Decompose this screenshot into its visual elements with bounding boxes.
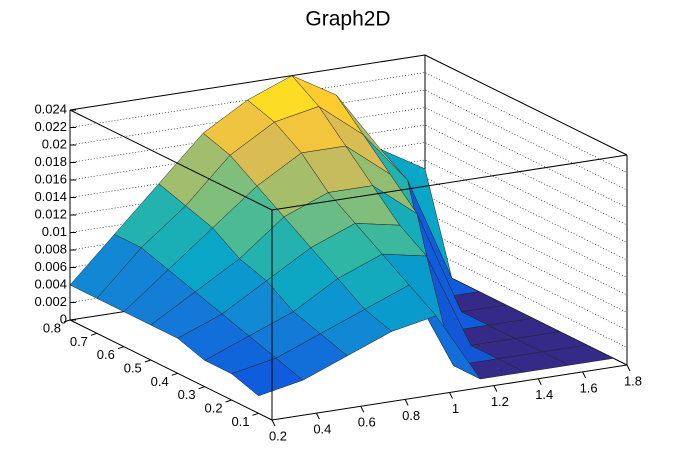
- x-tick: [582, 371, 587, 379]
- x-tick-label: 1.6: [580, 380, 598, 395]
- surface-cell: [231, 357, 304, 397]
- x-tick-label: 0.8: [402, 408, 420, 423]
- z-tick-label: 0.006: [34, 259, 67, 274]
- x-tick: [626, 364, 631, 372]
- z-tick-label: 0.002: [34, 294, 67, 309]
- x-tick: [449, 392, 453, 399]
- z-tick-label: 0.012: [34, 206, 67, 221]
- x-tick: [360, 406, 365, 413]
- y-tick: [198, 386, 205, 390]
- y-tick-label: 0.5: [124, 360, 142, 375]
- x-tick-label: 0.6: [358, 415, 376, 430]
- x-tick-label: 1.2: [491, 394, 509, 409]
- y-tick-label: 0.6: [97, 347, 115, 362]
- box-edge: [69, 319, 273, 421]
- box-edge: [424, 54, 628, 156]
- y-tick-label: 0.2: [205, 400, 223, 415]
- y-tick: [63, 319, 71, 323]
- z-tick-label: 0.018: [34, 154, 67, 169]
- y-tick-label: 0.4: [151, 374, 169, 389]
- z-tick-label: 0.022: [34, 119, 67, 134]
- z-tick-label: 0.01: [42, 224, 67, 239]
- x-tick-label: 1: [452, 401, 459, 416]
- z-tick-label: 0: [60, 311, 67, 326]
- z-tick-label: 0.004: [34, 276, 67, 291]
- z-tick-label: 0.016: [34, 171, 67, 186]
- y-tick: [144, 359, 151, 363]
- box-edge: [69, 54, 426, 111]
- x-tick: [493, 385, 498, 392]
- y-tick-label: 0.8: [43, 320, 61, 335]
- y-tick: [225, 399, 232, 403]
- x-tick: [537, 378, 542, 385]
- chart-title: Graph2D: [305, 8, 390, 31]
- x-tick: [404, 399, 409, 406]
- x-tick-label: 0.2: [269, 428, 287, 443]
- y-tick: [117, 346, 125, 350]
- box-edge: [69, 109, 273, 211]
- z-tick-label: 0.014: [34, 189, 67, 204]
- z-tick-label: 0.024: [34, 101, 67, 116]
- box-edge: [271, 154, 628, 211]
- y-tick-label: 0.3: [178, 387, 196, 402]
- y-tick: [171, 372, 178, 376]
- x-tick: [315, 412, 320, 420]
- y-tick-label: 0.7: [70, 334, 88, 349]
- y-tick: [90, 332, 98, 336]
- x-tick-label: 1.4: [535, 387, 553, 402]
- x-tick-label: 0.4: [313, 422, 331, 437]
- z-tick-label: 0.02: [42, 136, 67, 151]
- x-tick: [271, 419, 276, 427]
- y-tick: [252, 412, 259, 416]
- z-tick-label: 0.008: [34, 241, 67, 256]
- y-tick-label: 0.1: [231, 414, 249, 429]
- x-tick-label: 1.8: [624, 373, 642, 388]
